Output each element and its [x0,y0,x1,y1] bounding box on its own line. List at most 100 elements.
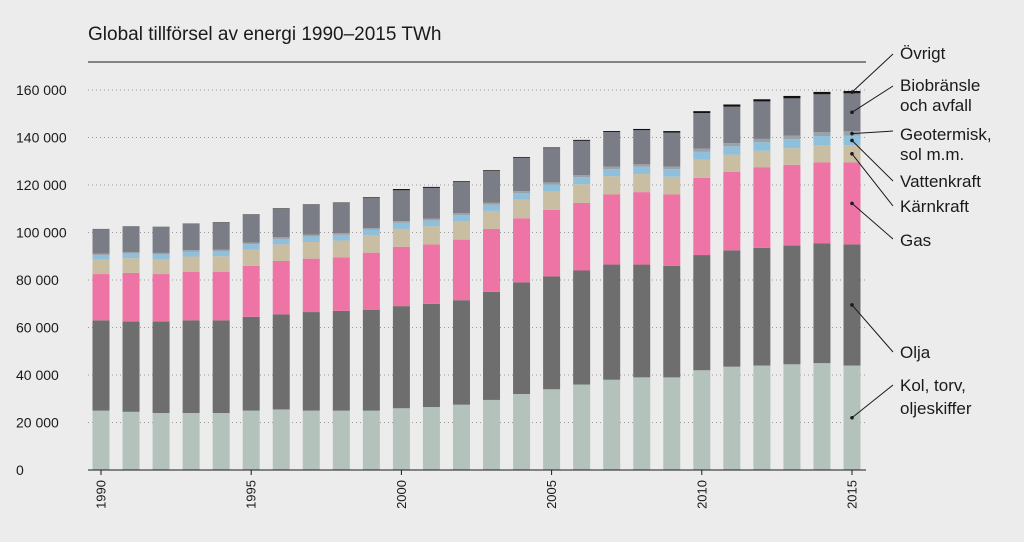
legend: Kol, torv, oljeskiffer Olja Gas Kärnkraft Vat… [850,44,992,420]
bar-segment [783,139,801,149]
x-axis-ticks: 1990 1995 2000 2005 2010 2015 [94,470,860,509]
bar-segment [513,218,531,283]
bar-segment [392,246,410,307]
bar-stack-2014 [813,91,831,471]
legend-leader-line [851,384,894,419]
bar-segment [693,177,711,256]
bar-segment [452,404,470,470]
bar-segment [362,252,380,310]
bar-segment [362,229,380,236]
bar-segment [513,156,531,158]
bar-segment [543,276,561,390]
bar-segment [362,410,380,471]
y-tick-label: 40 000 [16,367,59,383]
bar-segment [783,164,801,246]
bar-stack-2003 [483,170,501,470]
chart-title: Global tillförsel av energi 1990–2015 TW… [88,24,441,45]
legend-leader-line [851,53,894,93]
bar-segment [452,181,470,182]
bar-segment [753,247,771,366]
bar-segment [543,148,561,183]
bar-stack-1993 [182,223,200,470]
bar-segment [603,379,621,470]
legend-leader-dot [850,138,854,143]
bar-segment [633,166,651,175]
bar-segment [513,199,531,219]
bar-stack-1994 [212,222,230,470]
bar-segment [663,169,681,177]
bar-segment [392,190,410,222]
bar-segment [152,254,170,260]
bar-segment [483,210,501,229]
bar-segment [633,164,651,167]
legend-leader-line [851,153,894,207]
bar-stack-2005 [543,147,561,470]
bar-segment [332,310,350,411]
bar-segment [392,306,410,409]
bar-segment [452,239,470,301]
bar-segment [663,166,681,170]
y-tick-label: 0 [16,462,24,478]
x-tick-label: 1995 [244,480,259,509]
bar-segment [753,167,771,248]
bar-segment [302,242,320,259]
bar-segment [452,213,470,216]
bar-segment [212,256,230,272]
bar-segment [212,271,230,321]
bar-segment [242,242,260,245]
y-axis-ticks: 0 20 000 40 000 60 000 80 000 100 000 120 000 1… [16,82,67,478]
bar-segment [392,221,410,223]
legend-leader-line [851,203,894,240]
bar-segment [392,222,410,229]
bar-segment [573,270,591,385]
bar-segment [723,104,741,107]
bar-segment [422,244,440,304]
bar-segment [212,320,230,414]
bar-segment [272,237,290,239]
bar-stack-1999 [362,197,380,471]
bar-segment [152,413,170,470]
bar-stack-1990 [92,228,110,471]
bar-stack-2011 [723,104,741,470]
legend-label: Gas [900,231,931,250]
bar-segment [573,139,591,141]
bar-segment [332,203,350,234]
bar-segment [633,192,651,265]
bar-stack-2008 [633,128,651,471]
bar-segment [693,370,711,470]
bar-segment [813,94,831,133]
bar-segment [212,222,230,250]
bar-segment [663,176,681,195]
bar-segment [633,174,651,193]
bar-segment [362,235,380,253]
bar-segment [783,148,801,165]
bar-segment [603,132,621,167]
bar-segment [483,399,501,470]
bar-stack-1991 [122,226,140,470]
bar-segment [723,146,741,155]
bar-segment [753,101,771,139]
legend-leader-line [851,130,894,135]
legend-label: oljeskiffer [900,399,972,418]
bar-stack-1998 [332,202,350,471]
bar-segment [723,366,741,470]
bar-segment [452,215,470,222]
bar-segment [272,314,290,410]
bar-segment [543,184,561,192]
bar-segment [422,226,440,245]
bar-segment [122,251,140,254]
bar-segment [543,209,561,277]
legend-label: Geotermisk, [900,125,992,144]
bar-stack-1997 [302,204,320,471]
bar-segment [122,272,140,322]
bar-segment [663,377,681,471]
bar-segment [813,243,831,364]
legend-item: Olja [850,303,931,362]
legend-label: sol m.m. [900,145,964,164]
bar-segment [182,413,200,470]
bar-segment [483,170,501,171]
bar-segment [513,157,531,192]
bar-segment [242,244,260,250]
bar-segment [513,394,531,470]
